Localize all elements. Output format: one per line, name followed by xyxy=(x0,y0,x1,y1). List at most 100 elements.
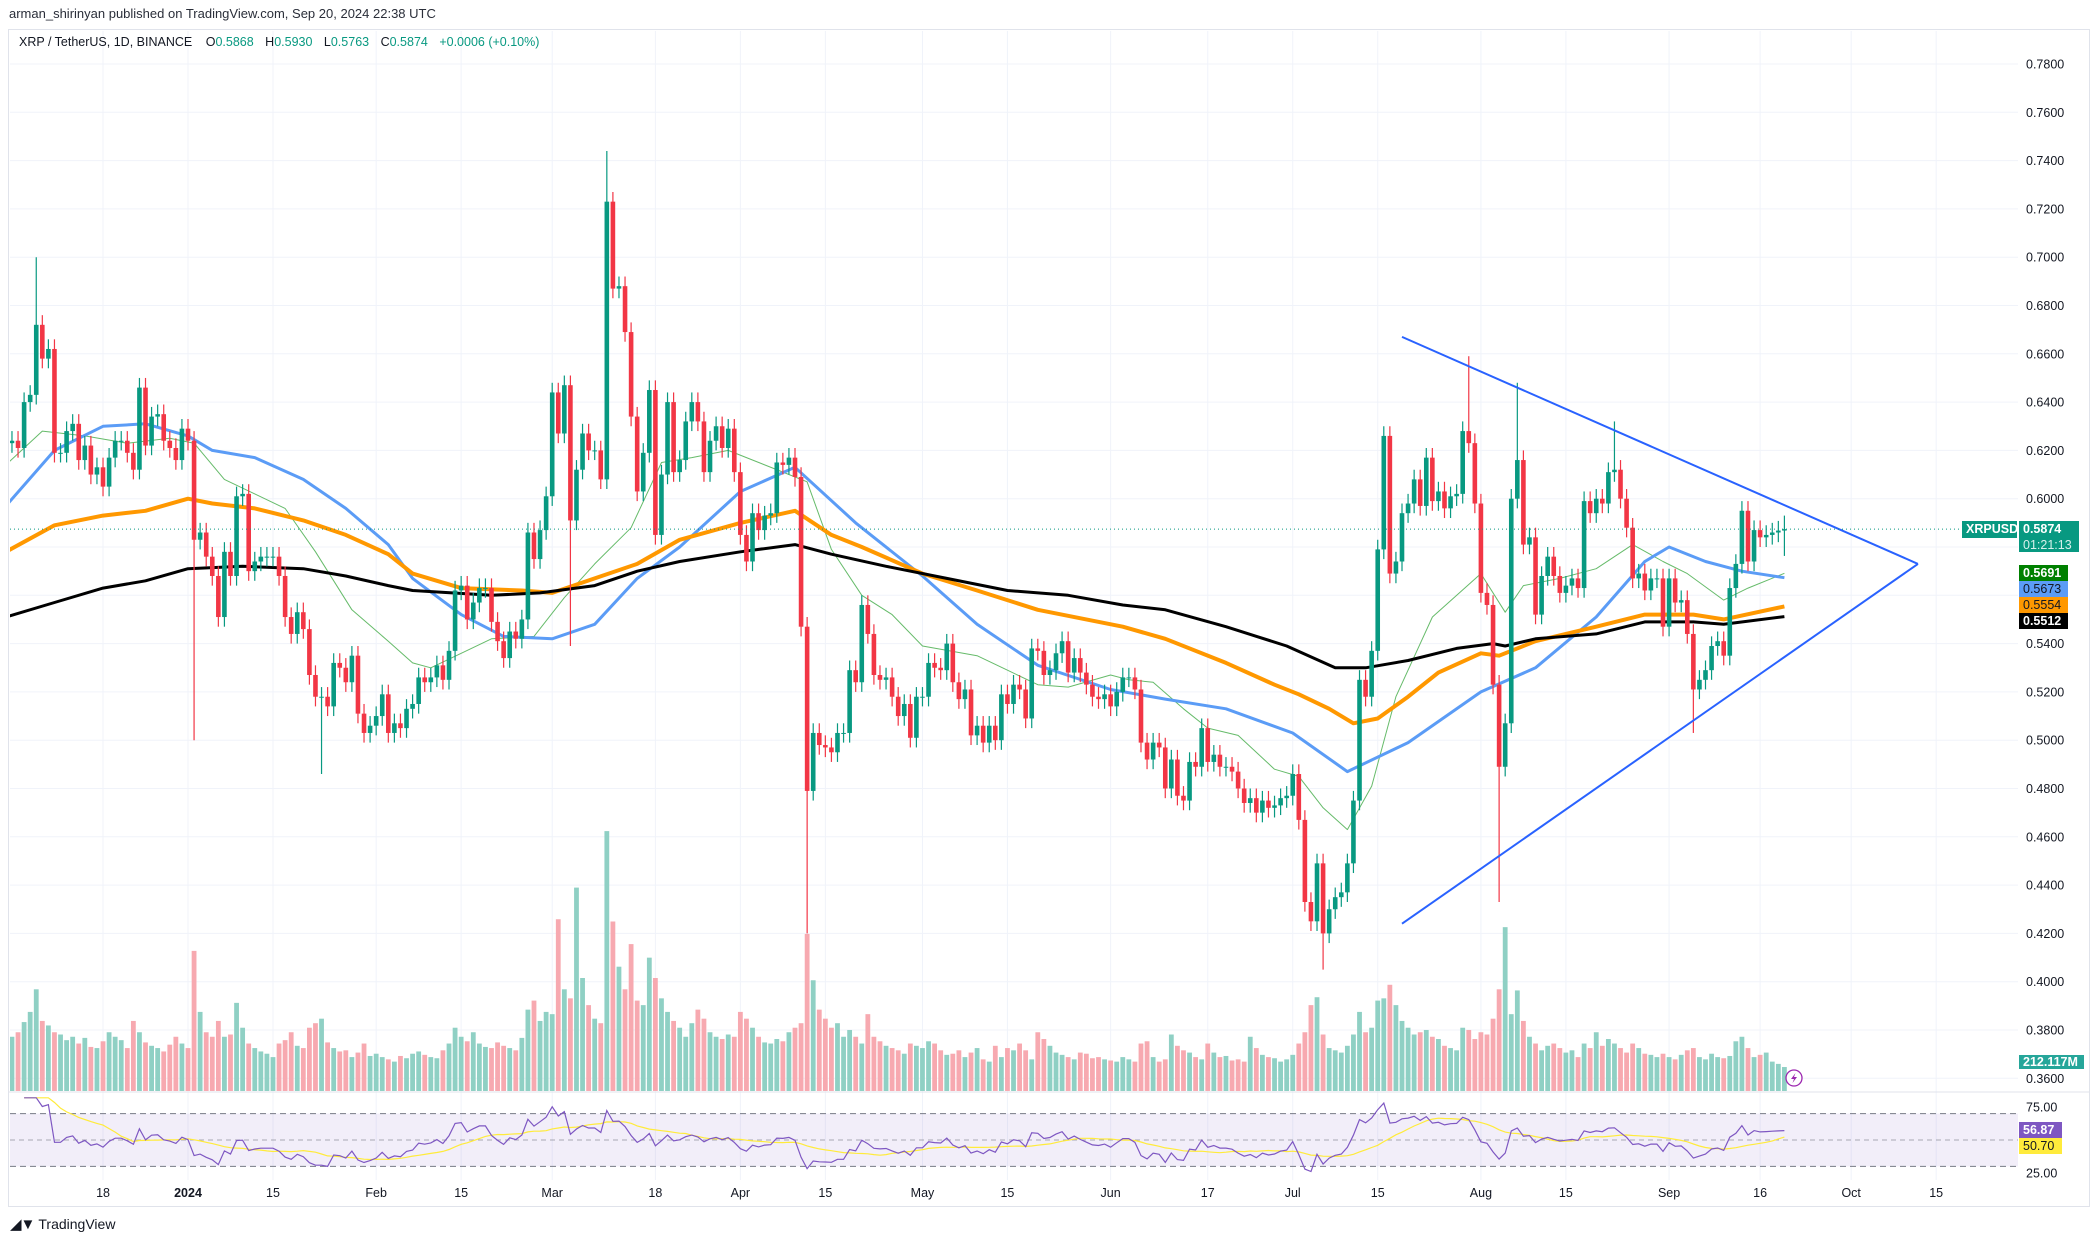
candle-body xyxy=(1496,684,1502,767)
volume-bar xyxy=(756,1036,761,1091)
volume-bar xyxy=(1284,1059,1290,1091)
candle-body xyxy=(568,385,573,521)
candle-body xyxy=(1684,600,1690,634)
candle-body xyxy=(1484,592,1490,605)
candle-body xyxy=(543,496,549,531)
volume-bar xyxy=(1436,1039,1441,1091)
volume-bar xyxy=(1083,1053,1089,1091)
volume-bar xyxy=(1199,1059,1205,1091)
rsi-axis[interactable]: 75.00 25.00 xyxy=(2026,1101,2057,1181)
candle-body xyxy=(1290,774,1296,796)
candle-body xyxy=(1587,501,1593,514)
volume-bar xyxy=(155,1048,161,1091)
candle-body xyxy=(1387,435,1393,574)
volume-bar xyxy=(282,1040,288,1091)
candle-body xyxy=(980,725,986,743)
volume-bar xyxy=(94,1048,100,1091)
candle-body xyxy=(264,556,270,558)
volume-bar xyxy=(1721,1058,1727,1091)
volume-bar xyxy=(835,1023,840,1091)
volume-bar xyxy=(112,1036,118,1091)
publisher-line: arman_shirinyan published on TradingView… xyxy=(9,6,436,21)
candle-body xyxy=(1563,585,1569,593)
volume-bar xyxy=(841,1036,846,1091)
volume-bar xyxy=(1508,1014,1514,1091)
date-tick-label: Feb xyxy=(365,1186,387,1200)
candle-body xyxy=(1545,556,1550,576)
volume-bar xyxy=(507,1048,513,1091)
volume-bar xyxy=(1715,1057,1721,1091)
price-axis[interactable]: 0.7800 0.7600 0.7400 0.7200 0.7000 0.6800 0.66… xyxy=(2026,58,2064,1086)
candle-body xyxy=(1272,805,1277,808)
date-axis[interactable]: 18 2024 15 Feb 15 Mar 18 Apr 15 May 15 Jun 17 Jul 15 Au… xyxy=(96,1186,1943,1200)
volume-bar xyxy=(1223,1055,1229,1091)
volume-bar xyxy=(489,1048,494,1091)
candle-body xyxy=(118,440,124,442)
volume-bar xyxy=(240,1027,246,1091)
candle-body xyxy=(1782,529,1787,531)
volume-bar xyxy=(361,1043,367,1091)
candle-body xyxy=(1138,689,1144,743)
candle-body xyxy=(968,689,974,736)
volume-bar xyxy=(725,1034,731,1091)
volume-bar xyxy=(598,1023,604,1091)
candle-body xyxy=(1521,460,1526,545)
candle-body xyxy=(1296,774,1302,820)
candle-body xyxy=(446,650,452,680)
triangle-trendlines[interactable] xyxy=(1401,335,1919,925)
volume-bar xyxy=(907,1043,913,1091)
volume-bar xyxy=(1429,1036,1435,1091)
candle-body xyxy=(665,402,670,475)
candle-body xyxy=(847,670,852,733)
volume-bar xyxy=(45,1025,51,1091)
candle-body xyxy=(452,590,458,651)
candle-body xyxy=(216,575,221,618)
volume-bar xyxy=(853,1036,859,1091)
candle-body xyxy=(1071,658,1077,673)
rsi-line xyxy=(24,1097,1785,1173)
candle-body xyxy=(1763,534,1769,538)
volume-bar xyxy=(124,1048,130,1091)
tradingview-logo[interactable]: ◢▼ TradingView xyxy=(10,1215,115,1233)
volume-bar xyxy=(1326,1048,1332,1091)
symbol-legend[interactable]: XRP / TetherUS, 1D, BINANCE O0.5868 H0.5… xyxy=(19,35,547,49)
candle-body xyxy=(1011,684,1016,704)
candle-body xyxy=(604,201,610,480)
volume-bar xyxy=(1575,1057,1581,1091)
price-tick-label: 0.7000 xyxy=(2026,251,2064,265)
volume-bar xyxy=(252,1048,258,1091)
moving-average-line-0 xyxy=(10,430,1785,831)
candle-body xyxy=(125,440,130,453)
candle-body xyxy=(373,716,379,726)
volume-bar xyxy=(1448,1048,1453,1091)
volume-bar xyxy=(1496,989,1502,1091)
volume-bar xyxy=(1399,1020,1405,1091)
candle-body xyxy=(100,467,106,487)
volume-bar xyxy=(568,998,573,1091)
candle-body xyxy=(1308,902,1314,922)
lightning-icon[interactable] xyxy=(1785,1069,1803,1087)
volume-bar xyxy=(1071,1059,1077,1091)
candle-body xyxy=(40,324,45,359)
volume-bar xyxy=(1059,1054,1065,1091)
ma-tag-black: 0.5512 xyxy=(2019,613,2068,629)
candle-body xyxy=(932,662,937,668)
volume-bar xyxy=(810,980,816,1091)
volume-bar xyxy=(847,1029,853,1091)
candle-body xyxy=(1430,457,1435,502)
symbol-title: XRP / TetherUS, 1D, BINANCE xyxy=(19,35,193,49)
last-price-value: 0.5874 xyxy=(2023,522,2062,536)
volume-tag: 212.117M xyxy=(2019,1055,2084,1069)
volume-bar xyxy=(64,1040,69,1091)
candle-body xyxy=(744,534,749,562)
volume-bar xyxy=(1387,984,1393,1091)
candle-body xyxy=(422,677,428,683)
volume-bar xyxy=(1369,1027,1375,1091)
candle-body xyxy=(598,450,604,480)
volume-bar xyxy=(1454,1050,1460,1091)
candle-body xyxy=(1114,691,1120,707)
date-tick-label: 17 xyxy=(1201,1186,1215,1200)
candle-body xyxy=(1150,742,1156,760)
candle-body xyxy=(865,604,871,634)
